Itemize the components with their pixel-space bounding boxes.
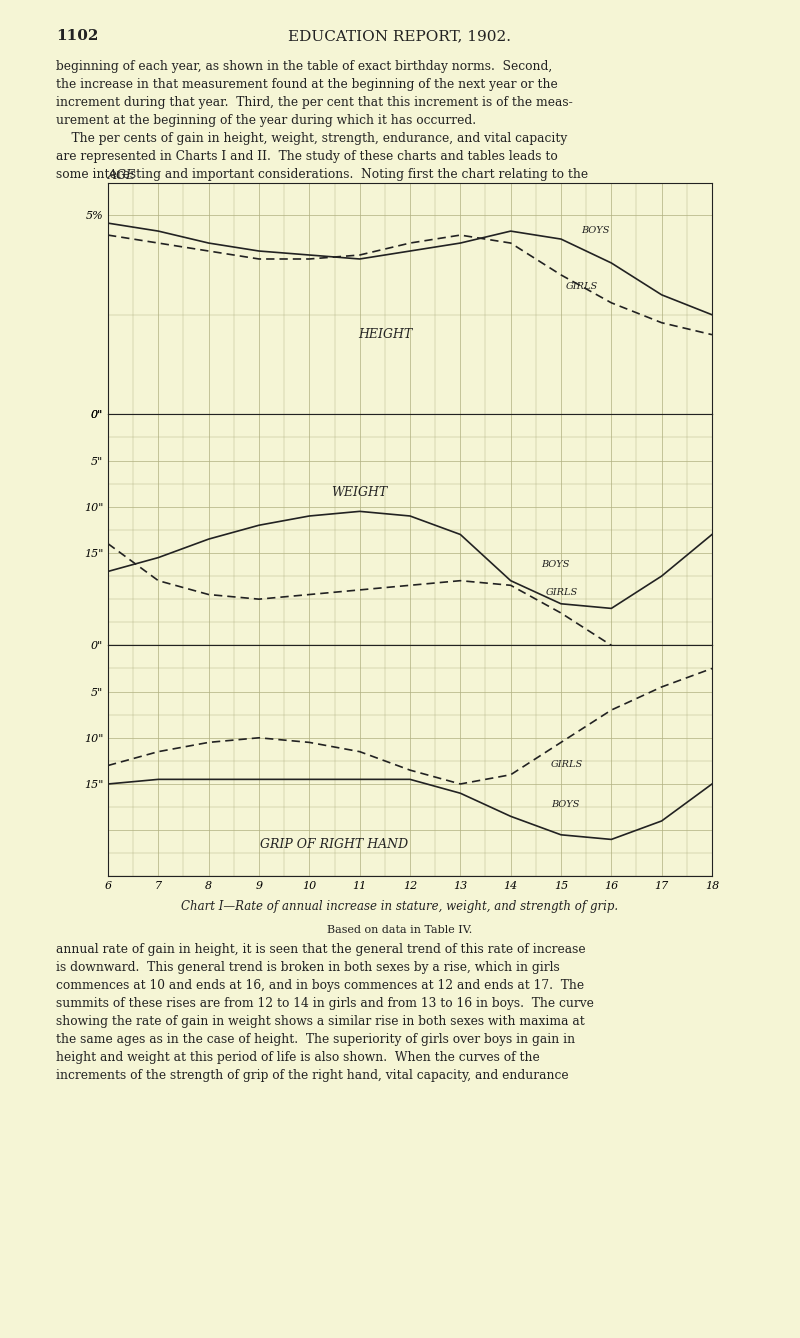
Text: GIRLS: GIRLS [546,587,578,597]
Text: BOYS: BOYS [551,800,579,809]
Text: GIRLS: GIRLS [551,760,583,769]
Text: Chart I—Rate of annual increase in stature, weight, and strength of grip.: Chart I—Rate of annual increase in statu… [182,900,618,914]
Text: BOYS: BOYS [581,226,610,235]
Text: HEIGHT: HEIGHT [358,328,412,341]
Text: AGE: AGE [108,169,136,182]
Text: annual rate of gain in height, it is seen that the general trend of this rate of: annual rate of gain in height, it is see… [56,943,594,1082]
Text: Based on data in Table IV.: Based on data in Table IV. [327,925,473,934]
Text: BOYS: BOYS [541,559,570,569]
Text: EDUCATION REPORT, 1902.: EDUCATION REPORT, 1902. [289,29,511,43]
Text: GRIP OF RIGHT HAND: GRIP OF RIGHT HAND [261,838,409,851]
Text: WEIGHT: WEIGHT [331,487,388,499]
Text: GIRLS: GIRLS [566,282,598,290]
Text: beginning of each year, as shown in the table of exact birthday norms.  Second,
: beginning of each year, as shown in the … [56,60,588,181]
Text: 1102: 1102 [56,29,98,43]
